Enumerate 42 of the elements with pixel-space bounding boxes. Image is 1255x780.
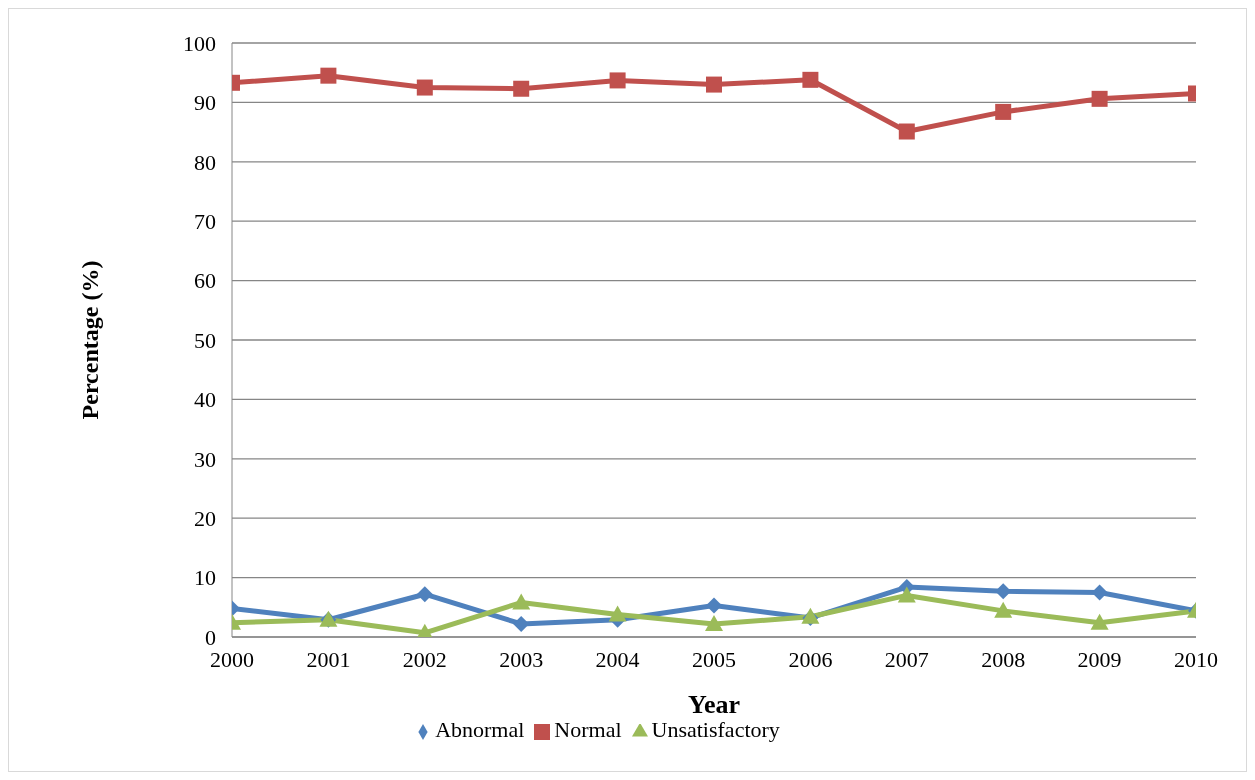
point [320, 67, 337, 84]
point [705, 614, 723, 631]
point [513, 80, 530, 97]
x-tick-label: 2005 [692, 646, 736, 672]
point [706, 597, 722, 614]
y-tick-label: 20 [194, 506, 216, 532]
point [1091, 90, 1108, 107]
point [609, 72, 626, 89]
y-axis-title: Percentage (%) [76, 260, 103, 420]
y-tick-label: 90 [194, 90, 216, 116]
point [994, 601, 1013, 618]
point [897, 586, 916, 603]
legend-label: Abnormal [435, 717, 525, 742]
point [416, 586, 433, 603]
x-tick-label: 2008 [981, 646, 1026, 672]
y-tick-label: 50 [194, 327, 216, 353]
y-tick-label: 60 [194, 268, 216, 294]
y-tick-label: 100 [183, 30, 216, 56]
x-tick-label: 2004 [595, 646, 640, 672]
x-tick-label: 2006 [788, 646, 833, 672]
x-axis-title: Year [688, 690, 740, 719]
x-tick-label: 2009 [1077, 646, 1122, 672]
point [1090, 613, 1109, 630]
point [898, 123, 915, 140]
point [802, 71, 819, 88]
y-tick-label: 80 [194, 149, 216, 175]
x-tick-label: 2003 [499, 646, 544, 672]
point [512, 593, 531, 610]
point [995, 103, 1012, 120]
y-tick-label: 30 [194, 446, 216, 472]
legend-label: Unsatisfactory [651, 717, 780, 742]
point [416, 79, 433, 96]
x-tick-label: 2002 [402, 646, 447, 672]
y-tick-label: 70 [194, 209, 216, 235]
x-tick-label: 2007 [884, 646, 929, 672]
legend-label: Normal [554, 717, 622, 742]
point [608, 605, 627, 622]
x-tick-label: 2001 [306, 646, 351, 672]
y-tick-label: 40 [194, 387, 216, 413]
x-tick-label: 2010 [1174, 646, 1218, 672]
point [706, 76, 722, 93]
y-tick-label: 10 [194, 565, 216, 591]
